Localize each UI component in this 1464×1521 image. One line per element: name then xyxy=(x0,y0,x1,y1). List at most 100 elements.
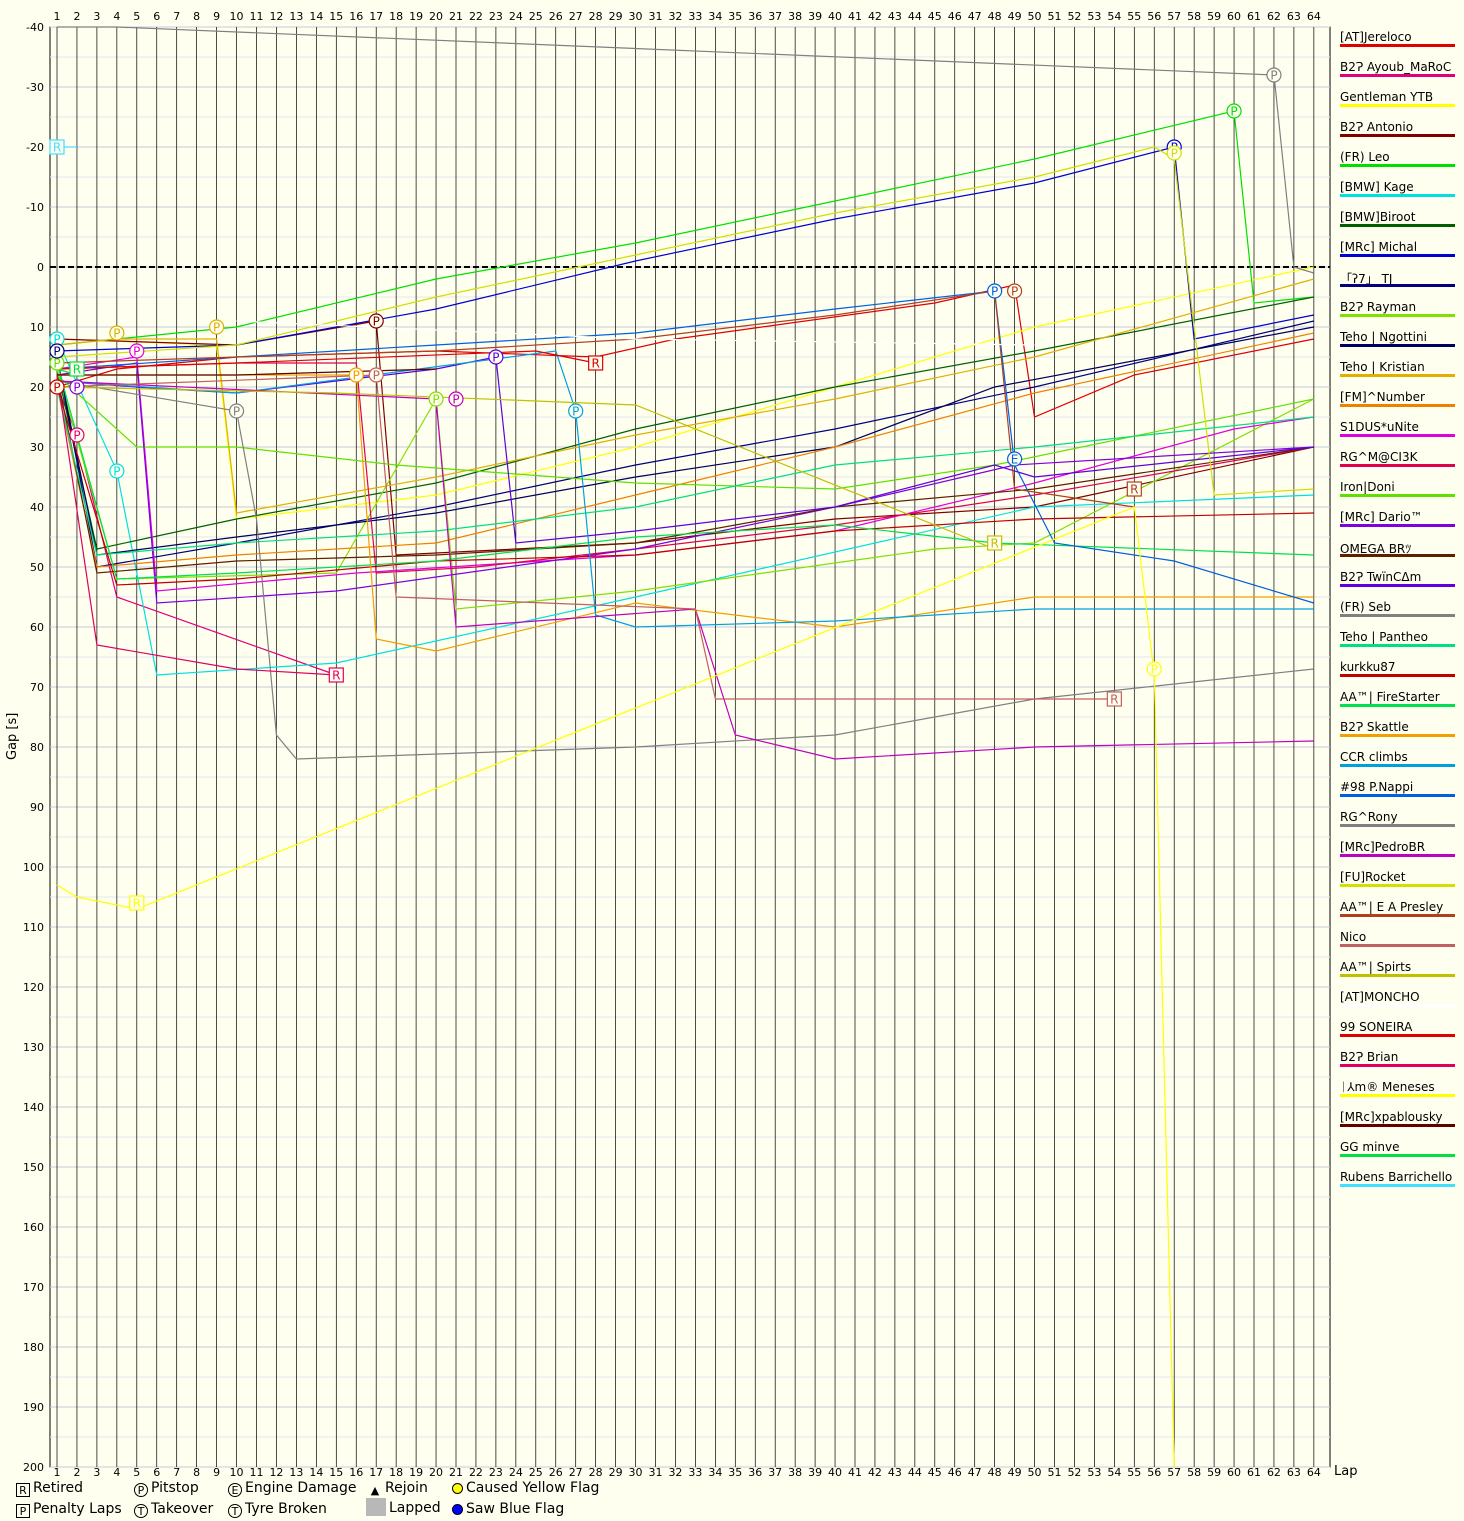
legend-swatch xyxy=(1340,824,1455,827)
svg-text:P: P xyxy=(492,351,499,365)
svg-text:P: P xyxy=(1171,147,1178,161)
legend-swatch xyxy=(1340,554,1455,557)
retired-marker: R xyxy=(49,139,65,155)
legend-label: Teho | Pantheo xyxy=(1340,630,1428,644)
y-tick-label: 90 xyxy=(30,801,44,814)
x-axis-label: Lap xyxy=(1334,1464,1357,1478)
series-line-27 xyxy=(56,380,1314,760)
x-tick-label-top: 38 xyxy=(788,10,802,23)
x-tick-label-top: 4 xyxy=(113,10,120,23)
x-tick-label-top: 5 xyxy=(133,10,140,23)
x-tick-label-top: 63 xyxy=(1287,10,1301,23)
x-tick-label-top: 53 xyxy=(1087,10,1101,23)
svg-text:R: R xyxy=(990,537,998,551)
legend-item-12: [FM]^Number xyxy=(1338,388,1458,418)
key-retired: R Retired xyxy=(16,1480,83,1497)
symbol-key: R Retired P Pitstop E Engine Damage ▲ Rejoin… xyxy=(14,1480,714,1520)
legend-swatch xyxy=(1340,1154,1455,1157)
legend-label: [MRc]PedroBR xyxy=(1340,840,1426,854)
y-tick-label: 40 xyxy=(30,501,44,514)
legend-swatch xyxy=(1340,974,1455,977)
legend-label: [BMW] Kage xyxy=(1340,180,1414,194)
y-tick-label: 180 xyxy=(23,1341,44,1354)
legend-label: [AT]MONCHO xyxy=(1340,990,1420,1004)
legend-label: GG minve xyxy=(1340,1140,1400,1154)
x-tick-label-top: 48 xyxy=(988,10,1002,23)
x-tick-label-bottom: 18 xyxy=(389,1466,403,1478)
x-tick-label-top: 51 xyxy=(1048,10,1062,23)
svg-text:P: P xyxy=(73,429,80,443)
series-line-2 xyxy=(56,266,1314,520)
legend-item-31: AA™| Spirts xyxy=(1338,958,1458,988)
legend-label: kurkku87 xyxy=(1340,660,1396,674)
pitstop-marker: P xyxy=(488,349,504,365)
x-tick-label-bottom: 59 xyxy=(1207,1466,1221,1478)
x-tick-label-bottom: 30 xyxy=(629,1466,643,1478)
key-saw-blue-flag: Saw Blue Flag xyxy=(452,1501,564,1517)
legend-label: #98 P.Nappi xyxy=(1340,780,1414,794)
x-tick-label-bottom: 57 xyxy=(1167,1466,1181,1478)
svg-text:R: R xyxy=(1110,693,1118,707)
series-line-8 xyxy=(56,320,1314,568)
x-tick-label-top: 20 xyxy=(429,10,443,23)
legend-item-23: B2Ɂ Skattle xyxy=(1338,718,1458,748)
x-tick-label-top: 32 xyxy=(668,10,682,23)
y-axis-ticks: -40 -30 -20 -10 0 10 20 30 40 50 60 70 80 90 100 110 120… xyxy=(23,21,44,1474)
legend-item-33: 99 SONEIRA xyxy=(1338,1018,1458,1048)
legend-item-13: S1DUS*uNite xyxy=(1338,418,1458,448)
key-caused-yellow-flag-label: Caused Yellow Flag xyxy=(466,1480,600,1496)
x-tick-label-top: 6 xyxy=(153,10,160,23)
x-tick-label-bottom: 19 xyxy=(409,1466,423,1478)
x-tick-label-bottom: 28 xyxy=(589,1466,603,1478)
key-saw-blue-flag-label: Saw Blue Flag xyxy=(466,1501,565,1517)
series-line-4 xyxy=(56,110,1314,346)
legend-label: B2Ɂ TwïnCΔm xyxy=(1340,570,1422,584)
x-tick-label-bottom: 23 xyxy=(489,1466,503,1478)
legend-swatch xyxy=(1340,74,1455,77)
legend-swatch xyxy=(1340,44,1455,47)
x-tick-label-bottom: 6 xyxy=(153,1466,160,1478)
x-tick-label-bottom: 63 xyxy=(1287,1466,1301,1478)
pitstop-marker: P xyxy=(448,391,464,407)
legend-item-37: GG minve xyxy=(1338,1138,1458,1168)
legend-item-1: B2Ɂ Ayoub_MaRoC xyxy=(1338,58,1458,88)
x-tick-label-bottom: 33 xyxy=(688,1466,702,1478)
x-tick-label-top: 21 xyxy=(449,10,463,23)
legend-swatch xyxy=(1340,524,1455,527)
x-tick-label-top: 31 xyxy=(649,10,663,23)
y-tick-label: 10 xyxy=(30,321,44,334)
pitstop-marker: P xyxy=(109,463,125,479)
pitstop-marker: P xyxy=(129,343,145,359)
legend-label: S1DUS*uNite xyxy=(1340,420,1419,434)
legend-label: 「ʔ7」 TJ xyxy=(1340,272,1393,286)
legend-item-10: Teho | Ngottini xyxy=(1338,328,1458,358)
svg-text:R: R xyxy=(53,141,61,155)
x-tick-label-bottom: 14 xyxy=(309,1466,323,1478)
x-axis-ticks: 1122334455667788991010111112121313141415… xyxy=(54,10,1321,1478)
pitstop-marker: P xyxy=(368,313,384,329)
x-tick-label-top: 30 xyxy=(629,10,643,23)
x-tick-label-bottom: 10 xyxy=(230,1466,244,1478)
key-penalty-laps-label: Penalty Laps xyxy=(33,1501,122,1517)
x-tick-label-bottom: 58 xyxy=(1187,1466,1201,1478)
x-tick-label-top: 9 xyxy=(213,10,220,23)
x-tick-label-top: 7 xyxy=(173,10,180,23)
legend-swatch xyxy=(1340,764,1455,767)
x-tick-label-bottom: 40 xyxy=(828,1466,842,1478)
engine-damage-marker: E xyxy=(1006,451,1023,467)
legend-label: B2Ɂ Skattle xyxy=(1340,720,1409,734)
x-tick-label-bottom: 51 xyxy=(1048,1466,1062,1478)
legend-label: [MRc]xpablousky xyxy=(1340,1110,1443,1124)
series-line-35 xyxy=(56,506,1175,1468)
x-tick-label-top: 18 xyxy=(389,10,403,23)
x-tick-label-top: 3 xyxy=(93,10,100,23)
x-tick-label-bottom: 64 xyxy=(1307,1466,1321,1478)
legend-item-32: [AT]MONCHO xyxy=(1338,988,1458,1018)
pitstop-marker: P xyxy=(368,367,384,383)
pitstop-marker: P xyxy=(568,403,584,419)
x-tick-label-top: 37 xyxy=(768,10,782,23)
x-tick-label-top: 16 xyxy=(349,10,363,23)
x-tick-label-bottom: 46 xyxy=(948,1466,962,1478)
pitstop-icon: P xyxy=(134,1483,148,1497)
x-tick-label-top: 15 xyxy=(329,10,343,23)
